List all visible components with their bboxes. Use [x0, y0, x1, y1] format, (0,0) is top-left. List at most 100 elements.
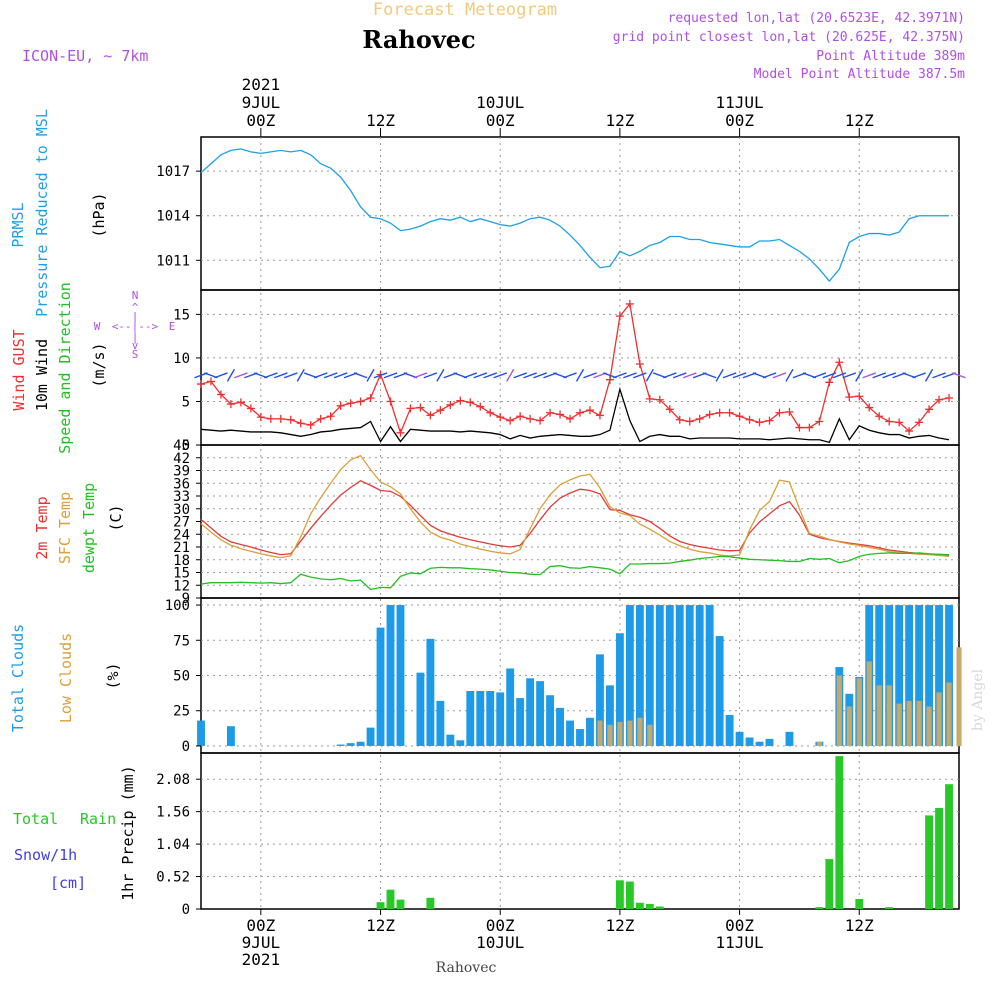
- wind-speeddir-label: Speed and Direction: [56, 282, 74, 454]
- plot-layer: [194, 148, 966, 909]
- top-time-label: 11JUL: [715, 93, 763, 112]
- wind-gust-marker: [605, 375, 614, 384]
- pressure-series-line: [200, 148, 950, 283]
- wind-gust-marker: [496, 413, 505, 422]
- clouds-bar: [755, 741, 764, 746]
- clouds-bar: [396, 605, 405, 746]
- wind-gust-marker: [865, 403, 874, 412]
- wind-gust-marker: [785, 407, 794, 416]
- top-time-label: 00Z: [725, 111, 754, 130]
- compass-w: W: [94, 320, 101, 333]
- wind-gust-marker: [556, 410, 565, 419]
- precip-bar: [815, 907, 824, 909]
- wind-gust-marker: [566, 414, 575, 423]
- wind-direction-arrow: [924, 368, 934, 382]
- clouds-bar: [637, 717, 643, 746]
- wind-direction-arrow: [273, 372, 288, 379]
- pressure-y-tick-label: 1011: [156, 253, 190, 269]
- precip-bar: [835, 756, 844, 909]
- clouds-bar: [346, 743, 355, 746]
- wind-gust-marker: [486, 408, 495, 417]
- clouds-bar: [685, 605, 694, 746]
- wind-gust-label: Wind GUST: [10, 329, 28, 410]
- wind-gust-marker: [576, 408, 584, 417]
- clouds-unit: (%): [104, 662, 122, 689]
- wind-direction-arrow: [263, 372, 278, 379]
- wind-direction-arrow: [872, 372, 887, 379]
- wind-direction-arrow: [952, 372, 966, 379]
- clouds-bar: [625, 605, 634, 746]
- compass-bar-top: |: [132, 310, 139, 323]
- bottom-time-label: 9JUL: [242, 933, 281, 952]
- temperature-y-tick-label: 33: [173, 489, 190, 505]
- top-time-label: 10JUL: [476, 93, 524, 112]
- wind-gust-marker: [526, 414, 535, 423]
- wind-direction-arrow: [323, 372, 338, 379]
- product-title: Forecast Meteogram: [373, 0, 557, 20]
- wind-direction-arrow: [633, 372, 647, 379]
- clouds-bar: [896, 703, 902, 746]
- wind-direction-arrow: [645, 368, 654, 382]
- clouds-bar: [647, 724, 653, 746]
- wind-direction-arrow: [226, 368, 236, 382]
- clouds-bar: [446, 734, 455, 746]
- wind-gust-marker: [775, 408, 784, 417]
- clouds-bar: [695, 605, 704, 746]
- bottom-time-label: 00Z: [486, 916, 515, 935]
- wind-gust-marker: [665, 405, 674, 414]
- top-time-label: 00Z: [486, 111, 515, 130]
- precip-bar: [615, 880, 624, 909]
- wind-direction-arrow: [762, 372, 777, 379]
- clouds-bar: [356, 741, 365, 746]
- clouds-bar: [725, 714, 734, 746]
- clouds-bar: [597, 720, 603, 746]
- clouds-y-tick-label: 0: [182, 739, 190, 755]
- temperature-y-tick-label: 36: [173, 476, 190, 492]
- clouds-bar: [945, 605, 953, 746]
- wind-gust-marker: [715, 408, 724, 417]
- wind-gust-marker: [426, 411, 435, 420]
- wind-gust-marker: [416, 403, 425, 412]
- wind-gust-marker: [536, 416, 545, 425]
- clouds-bar: [486, 691, 495, 746]
- compass-down-arrow: v: [132, 339, 139, 352]
- wind-direction-arrow: [313, 372, 328, 379]
- wind-direction-arrow: [882, 372, 897, 379]
- clouds-bar: [816, 741, 822, 746]
- precip-bar: [935, 807, 943, 909]
- total-clouds-label: Total Clouds: [9, 624, 27, 732]
- temperature-y-tick-label: 15: [173, 566, 190, 582]
- info-grid-lonlat: grid point closest lon,lat (20.625E, 42.…: [613, 30, 965, 45]
- wind-direction-arrow: [563, 372, 577, 379]
- precip-bar: [376, 902, 385, 909]
- precip-y-tick-label: 1.56: [156, 805, 190, 821]
- clouds-bar: [576, 729, 584, 746]
- precip-bar: [645, 904, 654, 909]
- clouds-bar: [615, 633, 624, 746]
- wind-y-tick-label: 0: [182, 438, 190, 454]
- wind-gust-marker: [546, 408, 555, 417]
- clouds-bar: [875, 605, 884, 746]
- wind-gust-marker: [216, 390, 225, 399]
- wind-gust-marker: [226, 400, 235, 409]
- clouds-bar: [705, 605, 714, 746]
- wind-gust-marker: [835, 358, 844, 367]
- clouds-bar: [536, 681, 545, 746]
- compass-e: E: [169, 320, 176, 333]
- y-tick-labels: 1011101410170510159121518212427303336394…: [156, 164, 201, 918]
- wind-gust-marker: [346, 399, 355, 408]
- clouds-bar: [596, 654, 604, 746]
- wind-direction-arrow: [662, 372, 677, 379]
- wind-gust-marker: [945, 393, 954, 402]
- wind-gust-marker: [795, 423, 804, 432]
- wind-direction-arrow: [855, 368, 864, 382]
- precip-bar: [625, 881, 634, 909]
- info-requested-lonlat: requested lon,lat (20.6523E, 42.3971N): [668, 11, 965, 26]
- wind-gust-marker: [266, 414, 275, 423]
- wind-gust-marker: [685, 417, 694, 426]
- clouds-bar: [416, 672, 425, 746]
- wind-direction-arrow: [722, 372, 737, 379]
- precip-bar: [426, 897, 435, 909]
- bottom-time-label: 00Z: [246, 916, 275, 935]
- wind-gust-marker: [336, 401, 345, 410]
